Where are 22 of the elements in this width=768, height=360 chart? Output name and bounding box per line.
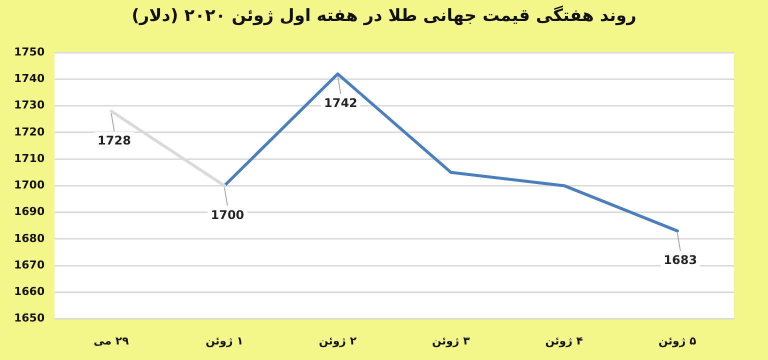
y-tick-label: 1660 — [14, 285, 45, 298]
y-tick-label: 1720 — [14, 125, 45, 138]
x-tick-label: ۲۹ می — [94, 334, 130, 348]
y-tick-label: 1680 — [14, 232, 45, 245]
x-tick-label: ۳ ژوئن — [432, 334, 470, 348]
y-tick-label: 1670 — [14, 258, 45, 272]
data-label: 1683 — [664, 253, 698, 268]
x-tick-label: ۵ ژوئن — [658, 334, 697, 348]
y-tick-label: 1690 — [14, 205, 45, 218]
y-tick-label: 1740 — [14, 72, 45, 86]
x-tick-label: ۱ ژوئن — [206, 334, 244, 348]
data-label: 1728 — [98, 133, 131, 148]
x-tick-label: ۴ ژوئن — [545, 334, 584, 348]
x-tick-label: ۲ ژوئن — [318, 334, 357, 348]
y-tick-label: 1750 — [14, 45, 45, 58]
y-tick-label: 1710 — [14, 152, 45, 165]
y-tick-label: 1730 — [14, 98, 45, 112]
chart-title: روند هفتگی قیمت جهانی طلا در هفته اول ژوئن ۲۰۲۰ (دلار) — [130, 6, 638, 26]
data-label: 1742 — [324, 96, 358, 110]
y-tick-label: 1650 — [14, 312, 45, 325]
data-label: 1700 — [210, 208, 244, 222]
y-tick-label: 1700 — [14, 178, 45, 192]
